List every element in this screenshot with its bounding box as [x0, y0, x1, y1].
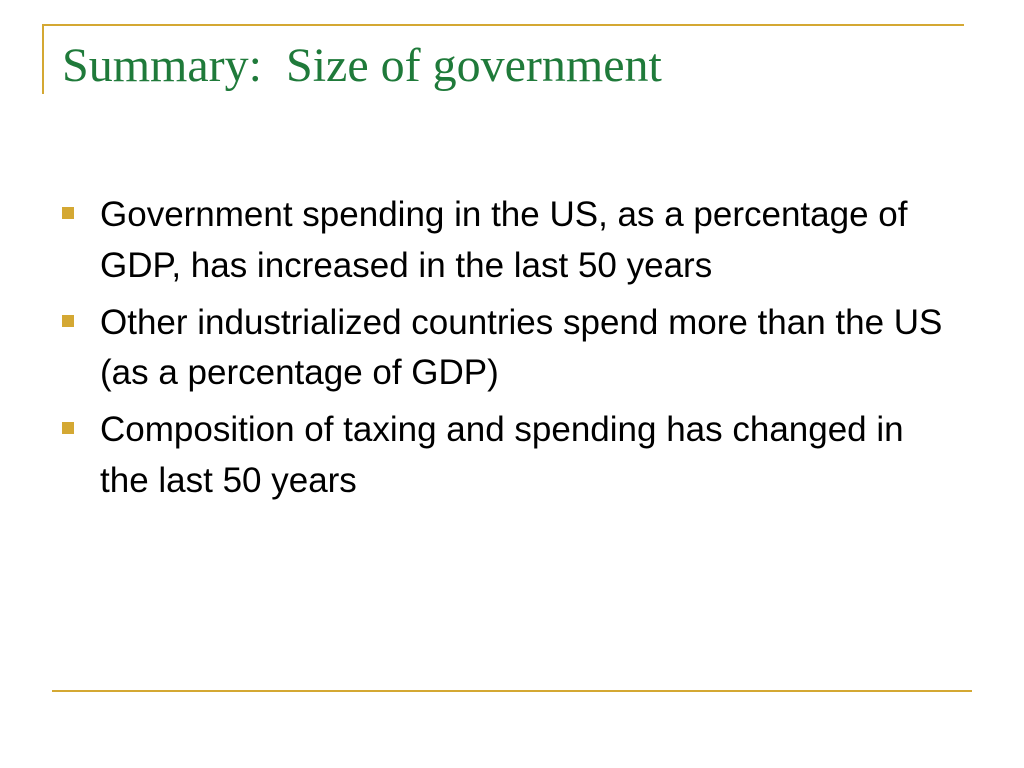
title-frame-left-rule: [42, 24, 44, 94]
bullet-item: Other industrialized countries spend mor…: [62, 298, 962, 400]
square-bullet-icon: [62, 314, 74, 327]
bullet-text: Composition of taxing and spending has c…: [100, 410, 904, 500]
bullet-item: Government spending in the US, as a perc…: [62, 190, 962, 292]
bullet-list: Government spending in the US, as a perc…: [62, 190, 962, 513]
footer-rule: [52, 690, 972, 692]
title-frame-top-rule: [42, 24, 964, 26]
bullet-text: Government spending in the US, as a perc…: [100, 195, 908, 285]
square-bullet-icon: [62, 422, 74, 434]
slide-title: Summary: Size of government: [62, 39, 662, 92]
square-bullet-icon: [62, 207, 74, 219]
bullet-text: Other industrialized countries spend mor…: [100, 302, 943, 393]
bullet-item: Composition of taxing and spending has c…: [62, 405, 962, 507]
